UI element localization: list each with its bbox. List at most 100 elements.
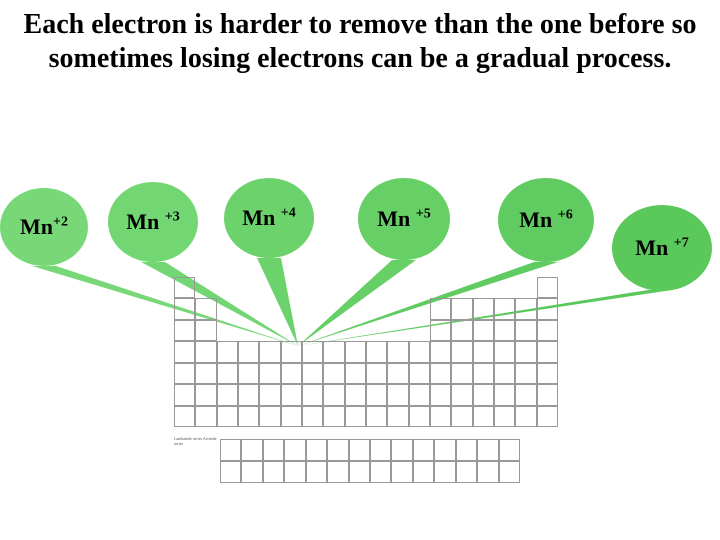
pt-cell: · xyxy=(430,298,451,319)
pt-cell: · xyxy=(451,384,472,405)
bubble-mn-plus2: Mn+2 xyxy=(0,188,88,266)
pt-cell: · xyxy=(238,341,259,362)
pt-cell: · xyxy=(345,384,366,405)
pt-cell: · xyxy=(537,384,558,405)
pt-lax-cell: · xyxy=(456,439,477,461)
pt-cell: · xyxy=(537,341,558,362)
pt-cell: · xyxy=(345,406,366,427)
pt-lax-cell: · xyxy=(434,439,455,461)
pt-lax-cell: · xyxy=(370,439,391,461)
pt-cell: · xyxy=(451,363,472,384)
pt-cell: · xyxy=(494,320,515,341)
pt-cell: · xyxy=(302,341,323,362)
pt-cell: · xyxy=(515,341,536,362)
pt-cell: · xyxy=(473,384,494,405)
pt-cell: · xyxy=(494,363,515,384)
bubble-mn-plus6: Mn +6 xyxy=(498,178,594,262)
pt-cell xyxy=(494,277,515,298)
pt-cell xyxy=(217,298,238,319)
pt-lax-cell: · xyxy=(220,439,241,461)
pt-cell: · xyxy=(259,363,280,384)
pt-cell: · xyxy=(195,341,216,362)
pt-lax-cell: · xyxy=(241,461,262,483)
pt-cell: · xyxy=(323,384,344,405)
bubble-mn-plus3: Mn +3 xyxy=(108,182,198,262)
pt-lax-cell: · xyxy=(349,461,370,483)
pt-cell: · xyxy=(473,406,494,427)
pt-cell: · xyxy=(494,384,515,405)
pt-cell: · xyxy=(430,384,451,405)
pt-lax-cell: · xyxy=(499,461,520,483)
pt-cell: · xyxy=(217,406,238,427)
pt-cell xyxy=(323,298,344,319)
pt-cell: · xyxy=(195,384,216,405)
pt-cell xyxy=(259,277,280,298)
pt-lax-cell: · xyxy=(327,461,348,483)
pt-cell: · xyxy=(387,384,408,405)
pt-cell: · xyxy=(195,406,216,427)
pt-cell xyxy=(323,320,344,341)
slide-heading: Each electron is harder to remove than t… xyxy=(20,8,700,75)
pt-cell: · xyxy=(387,406,408,427)
pt-cell xyxy=(302,298,323,319)
pt-cell xyxy=(281,277,302,298)
bubble-label: Mn +6 xyxy=(519,207,572,233)
periodic-table-main: ········································… xyxy=(174,277,558,427)
pt-cell xyxy=(259,320,280,341)
pt-cell: · xyxy=(302,363,323,384)
pt-cell xyxy=(366,298,387,319)
bubble-label: Mn +3 xyxy=(126,209,179,235)
pt-cell: · xyxy=(345,363,366,384)
pt-cell: · xyxy=(281,384,302,405)
pt-cell xyxy=(195,277,216,298)
pt-cell: · xyxy=(537,320,558,341)
pt-cell xyxy=(238,277,259,298)
pt-cell: · xyxy=(174,384,195,405)
pt-lax-cell: · xyxy=(284,439,305,461)
pt-cell: · xyxy=(174,277,195,298)
pt-cell: · xyxy=(302,384,323,405)
pt-lax-cell: · xyxy=(370,461,391,483)
pt-cell: · xyxy=(451,406,472,427)
pt-cell: · xyxy=(174,406,195,427)
pt-cell xyxy=(302,320,323,341)
pt-cell: · xyxy=(366,384,387,405)
pt-cell: · xyxy=(537,298,558,319)
pt-cell xyxy=(515,277,536,298)
pt-lax-cell: · xyxy=(499,439,520,461)
pt-cell: · xyxy=(195,298,216,319)
pt-cell: · xyxy=(259,341,280,362)
pt-lax-cell: · xyxy=(220,461,241,483)
lanthanide-actinide-label: Lanthanide series Actinide series xyxy=(174,437,218,447)
pt-cell: · xyxy=(451,341,472,362)
pt-cell: · xyxy=(238,406,259,427)
pt-cell: · xyxy=(174,320,195,341)
pt-cell: · xyxy=(451,320,472,341)
pt-cell xyxy=(217,320,238,341)
pt-lax-cell: · xyxy=(477,461,498,483)
pt-cell xyxy=(387,298,408,319)
pt-cell: · xyxy=(387,363,408,384)
bubble-label: Mn+2 xyxy=(20,214,68,240)
pt-cell: · xyxy=(515,320,536,341)
pt-cell xyxy=(259,298,280,319)
pt-cell xyxy=(366,320,387,341)
pt-cell xyxy=(430,277,451,298)
pt-lax-cell: · xyxy=(391,461,412,483)
pt-cell: · xyxy=(515,406,536,427)
pt-cell xyxy=(409,298,430,319)
pt-cell: · xyxy=(494,341,515,362)
pt-cell: · xyxy=(409,406,430,427)
bubble-label: Mn +7 xyxy=(635,235,688,261)
bubble-mn-plus5: Mn +5 xyxy=(358,178,450,260)
pt-cell: · xyxy=(195,320,216,341)
pt-cell: · xyxy=(174,363,195,384)
pt-cell xyxy=(366,277,387,298)
pt-cell xyxy=(387,320,408,341)
pt-cell: · xyxy=(515,298,536,319)
pt-cell: · xyxy=(174,341,195,362)
pt-cell: · xyxy=(537,363,558,384)
pt-cell: · xyxy=(430,406,451,427)
bubble-label: Mn +4 xyxy=(242,205,295,231)
pt-cell: · xyxy=(259,406,280,427)
